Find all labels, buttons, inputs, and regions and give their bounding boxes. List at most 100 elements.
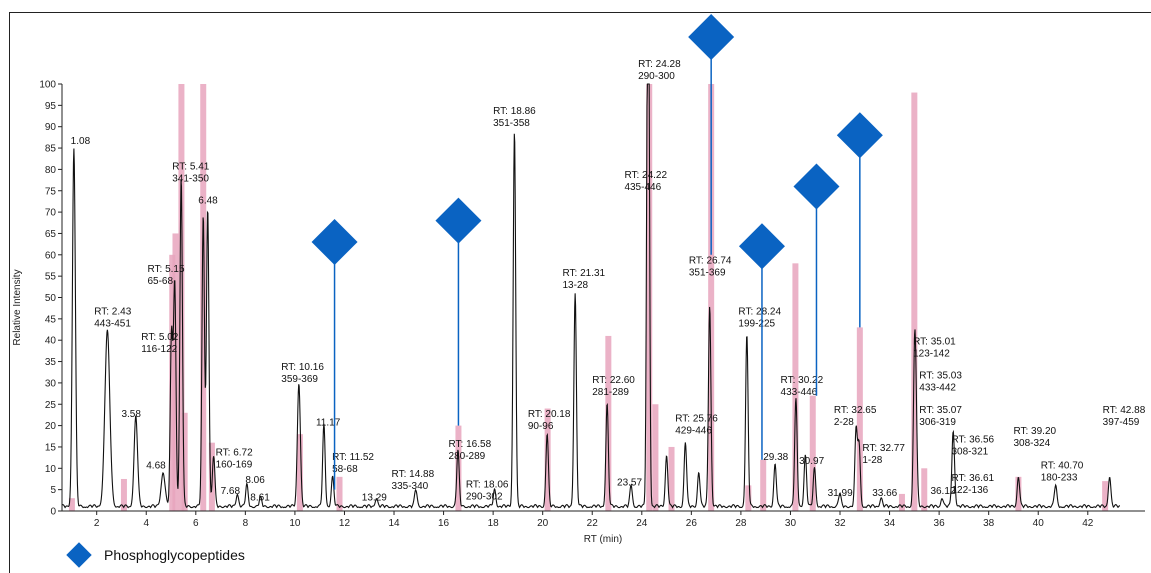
peak-label: RT: 10.16 359-369 (281, 362, 324, 385)
y-tick-label: 70 (45, 208, 57, 219)
peak-label: RT: 18.86 351-358 (493, 106, 536, 129)
y-tick-label: 50 (45, 293, 57, 304)
x-tick-label: 16 (438, 518, 450, 529)
x-tick-label: 34 (884, 518, 896, 529)
x-axis-label: RT (min) (584, 534, 623, 545)
y-tick-label: 80 (45, 165, 57, 176)
ms-bar-18 (760, 459, 767, 511)
ms-bar-6 (200, 84, 207, 511)
ms-bar-13 (646, 84, 653, 511)
phospho-diamond-icon (793, 163, 840, 210)
y-tick-label: 85 (45, 144, 57, 155)
chart-frame (9, 12, 1151, 573)
ms-bar-11 (544, 408, 551, 511)
phospho-diamond-icon (311, 218, 358, 265)
peak-label: RT: 36.56 308-321 (952, 435, 995, 458)
y-tick-label: 45 (45, 314, 57, 325)
peak-label: RT: 30.22 433-446 (781, 375, 824, 398)
x-tick-label: 18 (488, 518, 500, 529)
y-tick-label: 55 (45, 272, 57, 283)
y-tick-label: 0 (50, 507, 56, 518)
phospho-diamond-icon (435, 197, 482, 244)
peak-label: RT: 36.61 122-136 (952, 473, 995, 496)
x-tick-label: 36 (934, 518, 946, 529)
peak-label: 4.68 (146, 460, 166, 471)
ms-bar-16 (708, 84, 715, 511)
peak-label: RT: 14.88 335-340 (392, 469, 435, 492)
x-tick-label: 40 (1033, 518, 1045, 529)
peak-label: RT: 32.65 2-28 (834, 405, 877, 428)
y-tick-label: 95 (45, 101, 57, 112)
y-tick-label: 100 (39, 80, 56, 91)
peak-label: RT: 22.60 281-289 (592, 375, 635, 398)
peak-label: RT: 16.58 280-289 (449, 439, 492, 462)
ms-bar-2 (169, 254, 176, 512)
axes-layer: 0 5 10 15 20 25 30 35 40 45 50 55 60 65 70 75 80 85 90 95 10… (39, 80, 1145, 529)
x-tick-label: 30 (785, 518, 797, 529)
x-tick-label: 6 (193, 518, 199, 529)
phospho-diamond-icon (836, 112, 883, 159)
ms-bar-23 (911, 92, 918, 511)
peak-label: 1.08 (71, 136, 91, 147)
peak-label: RT: 35.07 306-319 (919, 405, 962, 428)
ms-bar-25 (1015, 476, 1022, 511)
ms-bar-19 (792, 263, 799, 511)
peak-label: RT: 35.01 123-142 (913, 336, 956, 359)
ms-bar-9 (336, 476, 343, 511)
ms-bar-0 (68, 498, 75, 511)
peak-label: RT: 5.15 65-68 (147, 264, 184, 287)
y-tick-label: 30 (45, 378, 57, 389)
y-tick-label: 25 (45, 400, 57, 411)
y-tick-label: 15 (45, 442, 57, 453)
peak-label: 30.97 (799, 456, 824, 467)
x-tick-label: 22 (587, 518, 599, 529)
ms-bar-8 (296, 434, 303, 511)
peak-label: RT: 20.18 90-96 (528, 409, 571, 432)
ms-bar-24 (921, 468, 928, 511)
x-tick-label: 12 (339, 518, 351, 529)
y-tick-label: 60 (45, 250, 57, 261)
x-tick-label: 8 (243, 518, 249, 529)
peak-label: RT: 5.41 341-350 (172, 161, 209, 184)
ms-bar-22 (898, 493, 905, 511)
peak-label: 8.06 (245, 475, 265, 486)
peak-label: RT: 35.03 433-442 (919, 371, 962, 394)
peak-label: 13.29 (362, 492, 387, 503)
y-tick-label: 5 (50, 485, 56, 496)
x-tick-label: 10 (289, 518, 301, 529)
peak-label: RT: 26.74 351-369 (689, 255, 732, 278)
x-tick-label: 4 (143, 518, 149, 529)
y-tick-label: 20 (45, 421, 57, 432)
peak-label: 23.57 (617, 477, 642, 488)
peak-labels-layer: 1.08 RT: 2.43 443-451 3.58 4.68 RT: 5.02 116-1… (71, 59, 1146, 503)
peak-label: RT: 6.72 160-169 (216, 447, 253, 470)
chromatogram-trace (61, 83, 1120, 509)
ms-bar-26 (1102, 481, 1109, 511)
peak-label: RT: 28.24 199-225 (738, 307, 781, 330)
peak-label: 11.17 (316, 418, 341, 429)
x-tick-label: 20 (537, 518, 549, 529)
peak-label: 3.58 (121, 409, 141, 420)
ms-bar-15 (668, 446, 675, 511)
ms-bar-4 (178, 84, 185, 511)
y-tick-label: 40 (45, 336, 57, 347)
ms-bar-10 (455, 425, 462, 511)
blue-diamond-icon (66, 542, 92, 568)
phospho-diamond-icon (688, 14, 735, 61)
x-tick-label: 24 (636, 518, 648, 529)
legend: Phosphoglycopeptides (66, 542, 245, 568)
peak-label: RT: 5.02 116-122 (141, 332, 178, 355)
peak-label: 31.99 (828, 488, 853, 499)
y-tick-label: 35 (45, 357, 57, 368)
ms-bar-5 (181, 412, 188, 511)
ms-bar-1 (120, 478, 127, 511)
peak-label: RT: 32.77 1-28 (862, 443, 905, 466)
trace-layer (61, 83, 1120, 509)
peak-label: 33.66 (872, 488, 897, 499)
x-tick-label: 38 (983, 518, 995, 529)
y-tick-label: 90 (45, 122, 57, 133)
peak-label: RT: 24.22 435-446 (624, 170, 667, 193)
ms-bar-14 (652, 404, 659, 511)
peak-label: RT: 2.43 443-451 (94, 307, 131, 330)
x-tick-label: 26 (686, 518, 698, 529)
